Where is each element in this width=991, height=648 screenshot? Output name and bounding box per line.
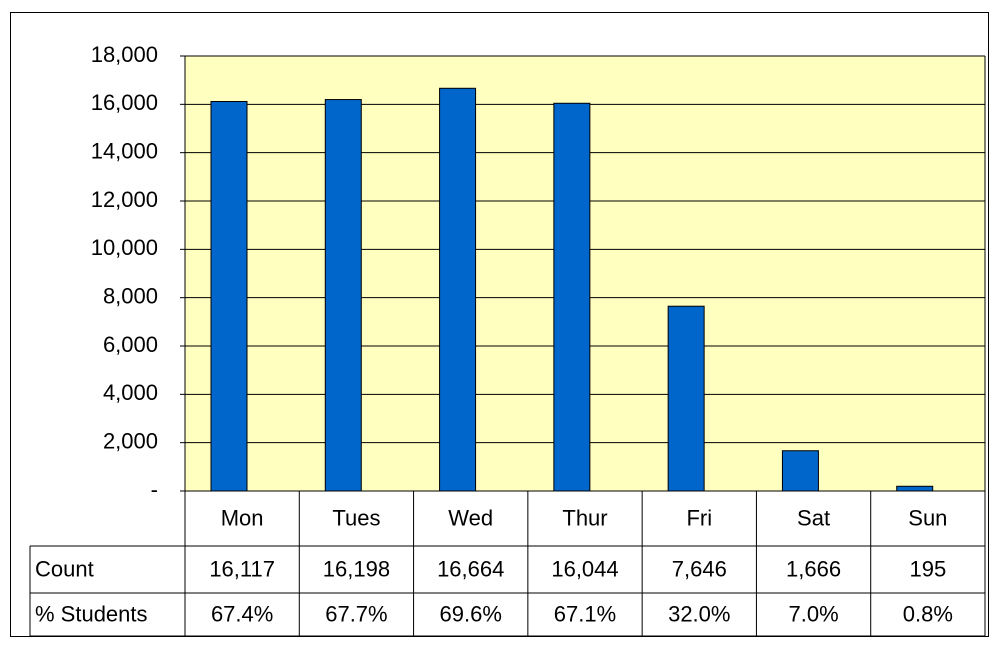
table-cell: 16,198 xyxy=(323,556,390,581)
y-tick-label: 18,000 xyxy=(91,42,158,67)
y-tick-label: 12,000 xyxy=(91,187,158,212)
x-tick-label: Sat xyxy=(797,505,830,530)
table-cell: 67.1% xyxy=(554,601,616,626)
table-cell: 16,044 xyxy=(551,556,618,581)
table-cell: 67.7% xyxy=(325,601,387,626)
y-tick-label: 8,000 xyxy=(103,283,158,308)
y-tick-label: 4,000 xyxy=(103,380,158,405)
bar xyxy=(210,101,248,492)
table-cell: 16,117 xyxy=(209,556,275,581)
bar xyxy=(896,485,934,492)
y-tick-label: 16,000 xyxy=(91,90,158,115)
table-cell: 1,666 xyxy=(786,556,841,581)
table-cell: 32.0% xyxy=(668,601,730,626)
y-tick-label: 6,000 xyxy=(103,332,158,357)
bar xyxy=(439,87,477,492)
table-cell: 0.8% xyxy=(903,601,953,626)
table-cell: 67.4% xyxy=(211,601,273,626)
table-row-label: Count xyxy=(35,556,94,581)
table-cell: 69.6% xyxy=(440,601,502,626)
bar xyxy=(324,99,362,492)
x-tick-label: Tues xyxy=(332,505,380,530)
y-tick-label: 14,000 xyxy=(91,138,158,163)
table-cell: 16,664 xyxy=(437,556,504,581)
bar xyxy=(553,102,591,492)
table-cell: 7,646 xyxy=(672,556,727,581)
x-tick-label: Mon xyxy=(221,505,264,530)
x-tick-label: Thur xyxy=(562,505,607,530)
bar xyxy=(781,450,819,492)
y-tick-label: 10,000 xyxy=(91,235,158,260)
x-tick-label: Wed xyxy=(448,505,493,530)
y-tick-label: - xyxy=(151,477,158,502)
y-tick-label: 2,000 xyxy=(103,428,158,453)
x-tick-label: Fri xyxy=(686,505,712,530)
table-cell: 195 xyxy=(909,556,946,581)
bar xyxy=(667,305,705,492)
table-cell: 7.0% xyxy=(788,601,838,626)
table-row-label: % Students xyxy=(35,601,148,626)
x-tick-label: Sun xyxy=(908,505,947,530)
